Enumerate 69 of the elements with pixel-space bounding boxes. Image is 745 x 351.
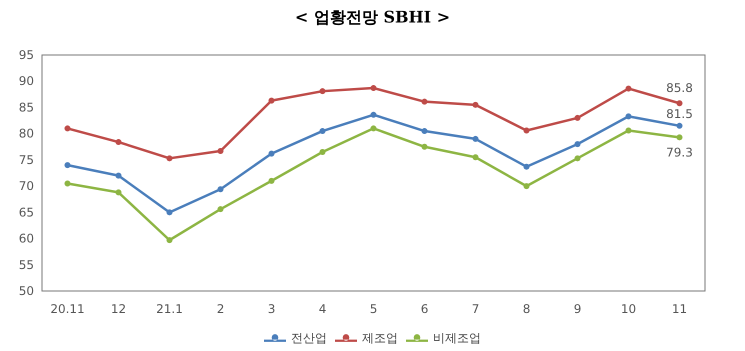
point (218, 206, 224, 212)
x-tick-label: 20.11 (50, 302, 85, 316)
point (218, 186, 224, 192)
point (320, 128, 326, 134)
point (524, 164, 530, 170)
x-tick-label: 2 (216, 302, 224, 316)
x-tick-label: 5 (370, 302, 378, 316)
point (166, 209, 172, 216)
point (676, 134, 682, 140)
x-tick-label: 11 (672, 302, 688, 316)
legend-label: 비제조업 (433, 331, 481, 345)
point (472, 154, 478, 160)
legend-label: 전산업 (291, 331, 327, 345)
point (626, 113, 632, 120)
y-tick-label: 85 (18, 100, 34, 114)
y-tick-label: 65 (18, 205, 34, 220)
x-tick-label: 4 (318, 302, 326, 316)
point (472, 136, 478, 142)
point (574, 155, 580, 162)
point (422, 128, 428, 134)
x-tick-label: 10 (620, 302, 636, 316)
point (524, 183, 530, 190)
point (166, 155, 172, 162)
point (320, 149, 326, 156)
x-tick-label: 7 (472, 302, 480, 316)
y-tick-label: 50 (18, 284, 34, 298)
point (422, 144, 428, 150)
x-tick-label: 9 (574, 302, 582, 316)
point (370, 85, 376, 92)
point (268, 150, 274, 157)
data-label: 79.3 (666, 145, 693, 160)
point (524, 128, 530, 134)
point (574, 141, 580, 148)
y-tick-label: 70 (18, 179, 34, 194)
x-tick-label: 6 (420, 302, 428, 316)
point (676, 122, 682, 129)
y-tick-label: 90 (18, 74, 34, 88)
data-label: 81.5 (666, 106, 693, 121)
point (472, 102, 478, 108)
y-tick-label: 95 (18, 48, 34, 62)
point (268, 98, 274, 104)
point (320, 88, 326, 94)
point (370, 112, 376, 118)
chart-title: < 업황전망 SBHI > (294, 8, 450, 26)
point (64, 162, 70, 168)
point (64, 125, 70, 132)
y-tick-label: 60 (18, 232, 34, 246)
point (116, 139, 122, 146)
point (626, 86, 632, 92)
y-tick-label: 55 (18, 258, 34, 272)
point (116, 189, 122, 196)
y-tick-label: 80 (18, 126, 34, 141)
legend-label: 제조업 (362, 331, 398, 345)
point (166, 237, 172, 244)
x-tick-label: 8 (522, 302, 530, 316)
point (676, 100, 682, 106)
point (574, 114, 580, 121)
y-tick-label: 75 (18, 152, 34, 167)
point (268, 178, 274, 184)
point (626, 128, 632, 134)
point (64, 180, 70, 186)
point (422, 98, 428, 105)
data-label: 85.8 (666, 81, 693, 96)
x-tick-label: 21.1 (156, 302, 183, 316)
point (370, 125, 376, 132)
point (218, 148, 224, 154)
x-tick-label: 3 (268, 302, 276, 316)
point (116, 172, 122, 179)
x-tick-label: 12 (110, 302, 126, 316)
